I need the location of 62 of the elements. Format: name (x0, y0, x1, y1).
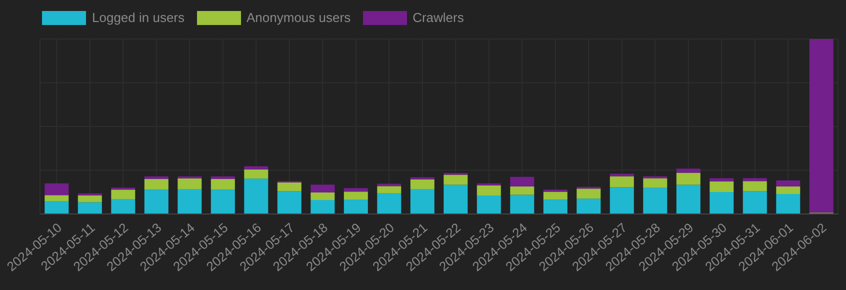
bar (178, 188, 202, 214)
bar (344, 199, 368, 214)
bar (710, 192, 734, 214)
bar (576, 188, 601, 199)
bar (344, 188, 368, 192)
bar (510, 186, 534, 195)
bar (210, 179, 235, 190)
bar (410, 188, 434, 214)
legend-label: Anonymous users (246, 10, 351, 25)
bar (377, 186, 402, 194)
bar (543, 200, 568, 214)
bar (576, 198, 601, 214)
bar (310, 200, 335, 214)
bar (310, 184, 335, 192)
bar (510, 194, 534, 214)
bar (444, 184, 468, 214)
bar (277, 191, 302, 214)
bar (444, 174, 468, 185)
bar (742, 191, 767, 214)
bar (643, 178, 668, 188)
bar (543, 192, 568, 200)
bar (244, 169, 268, 179)
bar (44, 201, 69, 214)
bar (676, 184, 700, 214)
bar (410, 179, 434, 189)
bar (742, 181, 767, 192)
bar (44, 195, 69, 202)
bar (776, 186, 800, 194)
bar (78, 202, 102, 214)
legend-label: Logged in users (91, 10, 185, 25)
bar (510, 176, 534, 187)
bar (210, 190, 235, 214)
bar (710, 181, 734, 192)
bar (144, 190, 168, 214)
bar (676, 168, 700, 173)
bar (610, 176, 634, 188)
bar (111, 198, 136, 214)
bar (44, 183, 69, 196)
legend-label: Crawlers (412, 10, 464, 25)
bar (144, 179, 168, 190)
bar (776, 194, 800, 214)
bar (676, 172, 700, 185)
bar (377, 184, 402, 186)
bar (344, 192, 368, 200)
bar (643, 188, 668, 214)
bar (476, 195, 501, 214)
bar (776, 180, 800, 187)
bar (742, 178, 767, 182)
bar (610, 187, 634, 214)
bar (178, 178, 202, 189)
bar (78, 195, 102, 202)
bar (210, 176, 235, 179)
bar (310, 192, 335, 200)
bar (377, 193, 402, 214)
bar (244, 166, 268, 170)
bar (277, 182, 302, 192)
bar (244, 178, 268, 214)
bar (111, 190, 136, 199)
bar (476, 185, 501, 196)
bar (809, 39, 834, 213)
bar (144, 176, 168, 179)
bar (710, 178, 734, 182)
